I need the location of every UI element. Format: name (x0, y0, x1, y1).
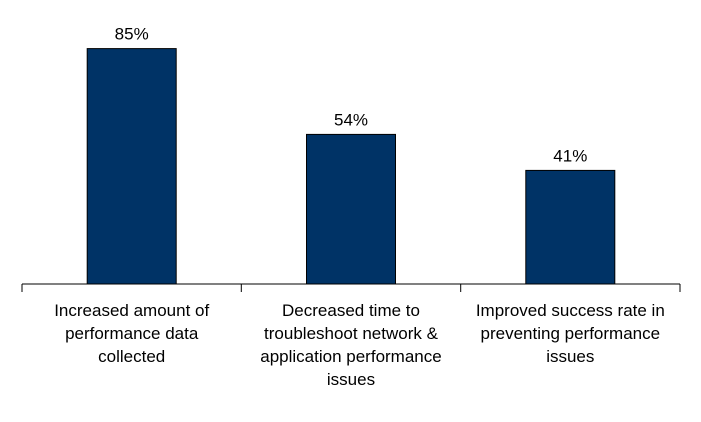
category-label: Decreased time to troubleshoot network & a… (260, 301, 441, 389)
category-label-line: issues (546, 347, 594, 366)
bar-value-label: 41% (553, 146, 587, 165)
category-label-line: performance data (65, 324, 199, 343)
category-label-line: preventing performance (481, 324, 661, 343)
category-label: Improved success rate in preventing perfo… (476, 301, 665, 366)
x-axis (21, 283, 681, 292)
category-label-line: Improved success rate in (476, 301, 665, 320)
bar-value-label: 85% (115, 25, 149, 44)
bars-group (86, 48, 616, 285)
category-label-line: collected (98, 347, 165, 366)
category-label-line: troubleshoot network & (264, 324, 439, 343)
category-label-line: Decreased time to (282, 301, 420, 320)
bar-value-label: 54% (334, 110, 368, 129)
category-labels-group: Increased amount of performance data colle… (54, 301, 665, 389)
bar (86, 48, 177, 285)
value-labels-group: 85% 54% 41% (115, 25, 588, 166)
category-label-line: application performance (260, 347, 441, 366)
category-label: Increased amount of performance data colle… (54, 301, 209, 366)
bar (525, 169, 616, 285)
category-label-line: Increased amount of (54, 301, 209, 320)
category-label-line: issues (327, 370, 375, 389)
bar (306, 133, 396, 285)
